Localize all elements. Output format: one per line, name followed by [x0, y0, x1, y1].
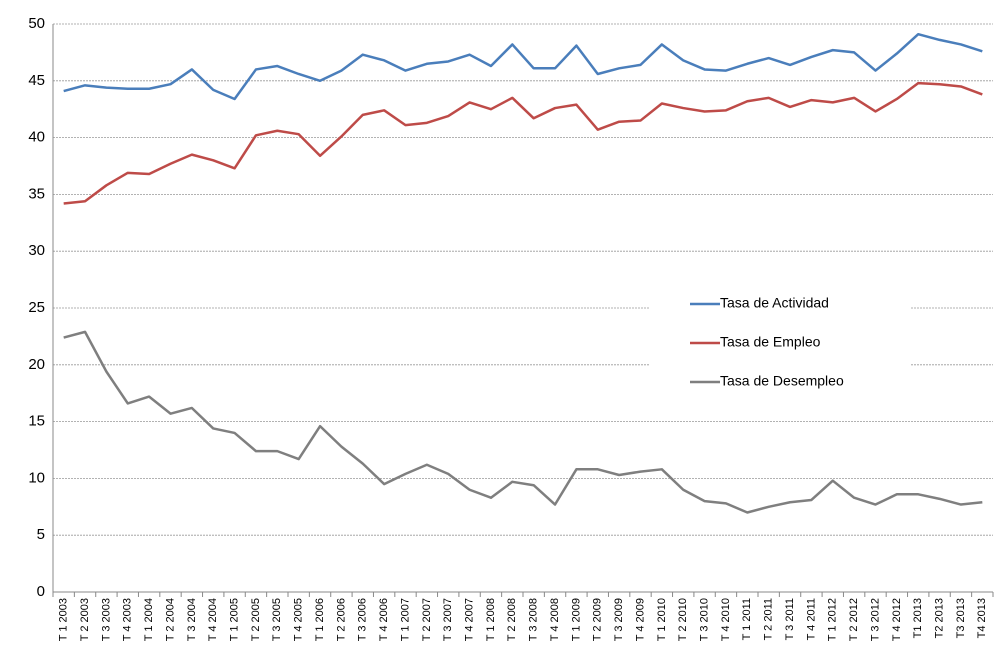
y-tick-label: 50 [28, 15, 45, 32]
x-tick-label: T4 2013 [976, 598, 988, 638]
x-tick-label: T 4 2006 [378, 598, 390, 641]
x-tick-label: T 3 2004 [186, 598, 198, 641]
x-tick-label: T 4 2008 [549, 598, 561, 641]
x-tick-label: T 1 2007 [399, 598, 411, 641]
y-tick-label: 30 [28, 242, 45, 259]
x-tick-label: T 1 2008 [485, 598, 497, 641]
x-tick-label: T 3 2012 [869, 598, 881, 641]
x-tick-label: T 1 2004 [143, 598, 155, 641]
x-tick-label: T 4 2011 [805, 598, 817, 640]
x-tick-label: T1 2013 [912, 598, 924, 638]
y-tick-label: 25 [28, 299, 45, 316]
y-tick-label: 45 [28, 72, 45, 89]
x-tick-label: T2 2013 [933, 598, 945, 638]
x-tick-label: T 1 2005 [228, 598, 240, 641]
x-tick-label: T 1 2009 [570, 598, 582, 641]
x-tick-label: T 4 2010 [720, 598, 732, 641]
legend-label: Tasa de Desempleo [720, 373, 844, 389]
series-line [63, 330, 983, 514]
legend-label: Tasa de Empleo [720, 334, 821, 350]
legend-label: Tasa de Actividad [720, 295, 829, 311]
y-tick-label: 0 [37, 583, 45, 600]
x-tick-label: T 3 2003 [100, 598, 112, 641]
x-tick-label: T 1 2011 [741, 598, 753, 640]
y-tick-label: 5 [37, 526, 45, 543]
x-tick-label: T 3 2008 [528, 598, 540, 641]
x-tick-label: T 4 2009 [634, 598, 646, 641]
x-tick-label: T 4 2003 [122, 598, 134, 641]
x-tick-label: T 1 2012 [827, 598, 839, 641]
x-tick-label: T 2 2012 [848, 598, 860, 641]
series-line [63, 32, 983, 101]
y-tick-label: 20 [28, 356, 45, 373]
y-tick-label: 35 [28, 185, 45, 202]
x-tick-label: T 2 2010 [677, 598, 689, 641]
x-tick-label: T 4 2012 [891, 598, 903, 641]
y-tick-label: 15 [28, 413, 45, 430]
x-tick-label: T 4 2004 [207, 598, 219, 641]
x-tick-label: T 1 2003 [58, 598, 70, 641]
x-tick-label: T 2 2009 [592, 598, 604, 641]
x-tick-label: T 3 2010 [698, 598, 710, 641]
x-tick-label: T3 2013 [955, 598, 967, 638]
x-tick-label: T 2 2004 [164, 598, 176, 641]
x-tick-label: T 3 2009 [613, 598, 625, 641]
x-tick-label: T 2 2006 [335, 598, 347, 641]
x-tick-label: T 2 2011 [763, 598, 775, 640]
x-tick-label: T 3 2005 [271, 598, 283, 641]
x-tick-label: T 1 2006 [314, 598, 326, 641]
x-tick-label: T 4 2005 [293, 598, 305, 641]
x-tick-label: T 3 2006 [357, 598, 369, 641]
x-tick-label: T 2 2003 [79, 598, 91, 641]
x-tick-label: T 2 2005 [250, 598, 262, 641]
x-tick-label: T 2 2008 [506, 598, 518, 641]
y-tick-label: 40 [28, 129, 45, 146]
y-tick-label: 10 [28, 469, 45, 486]
series-line [63, 81, 983, 205]
x-tick-label: T 3 2007 [442, 598, 454, 641]
x-tick-label: T 1 2010 [656, 598, 668, 641]
x-tick-label: T 4 2007 [463, 598, 475, 641]
x-tick-label: T 3 2011 [784, 598, 796, 640]
x-tick-label: T 2 2007 [421, 598, 433, 641]
